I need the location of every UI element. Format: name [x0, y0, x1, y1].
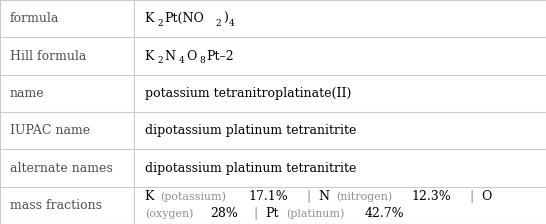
- Text: dipotassium platinum tetranitrite: dipotassium platinum tetranitrite: [145, 162, 356, 174]
- Text: 42.7%: 42.7%: [364, 207, 404, 220]
- Text: Pt: Pt: [265, 207, 278, 220]
- Text: Hill formula: Hill formula: [10, 50, 86, 62]
- Text: potassium tetranitroplatinate(II): potassium tetranitroplatinate(II): [145, 87, 351, 100]
- Text: O: O: [186, 50, 196, 62]
- Text: (oxygen): (oxygen): [145, 209, 193, 219]
- Text: name: name: [10, 87, 44, 100]
- Text: 8: 8: [199, 56, 205, 65]
- Text: N: N: [164, 50, 175, 62]
- Text: (platinum): (platinum): [286, 209, 344, 219]
- Text: 4: 4: [229, 19, 235, 28]
- Text: Pt–2: Pt–2: [206, 50, 234, 62]
- Text: 2: 2: [157, 19, 163, 28]
- Text: Pt(NO: Pt(NO: [164, 12, 204, 25]
- Text: (nitrogen): (nitrogen): [336, 192, 392, 202]
- Text: mass fractions: mass fractions: [10, 199, 102, 212]
- Text: alternate names: alternate names: [10, 162, 112, 174]
- Text: |: |: [306, 190, 311, 203]
- Text: 12.3%: 12.3%: [412, 190, 452, 203]
- Text: K: K: [145, 190, 154, 203]
- Text: (potassium): (potassium): [160, 192, 226, 202]
- Text: ): ): [223, 12, 228, 25]
- Text: 28%: 28%: [210, 207, 238, 220]
- Text: 2: 2: [157, 56, 163, 65]
- Text: 17.1%: 17.1%: [248, 190, 288, 203]
- Text: IUPAC name: IUPAC name: [10, 124, 90, 137]
- Text: dipotassium platinum tetranitrite: dipotassium platinum tetranitrite: [145, 124, 356, 137]
- Text: K: K: [145, 50, 154, 62]
- Text: O: O: [482, 190, 492, 203]
- Text: |: |: [470, 190, 474, 203]
- Text: N: N: [318, 190, 330, 203]
- Text: 4: 4: [179, 56, 184, 65]
- Text: formula: formula: [10, 12, 59, 25]
- Text: 2: 2: [216, 19, 221, 28]
- Text: K: K: [145, 12, 154, 25]
- Text: |: |: [253, 207, 257, 220]
